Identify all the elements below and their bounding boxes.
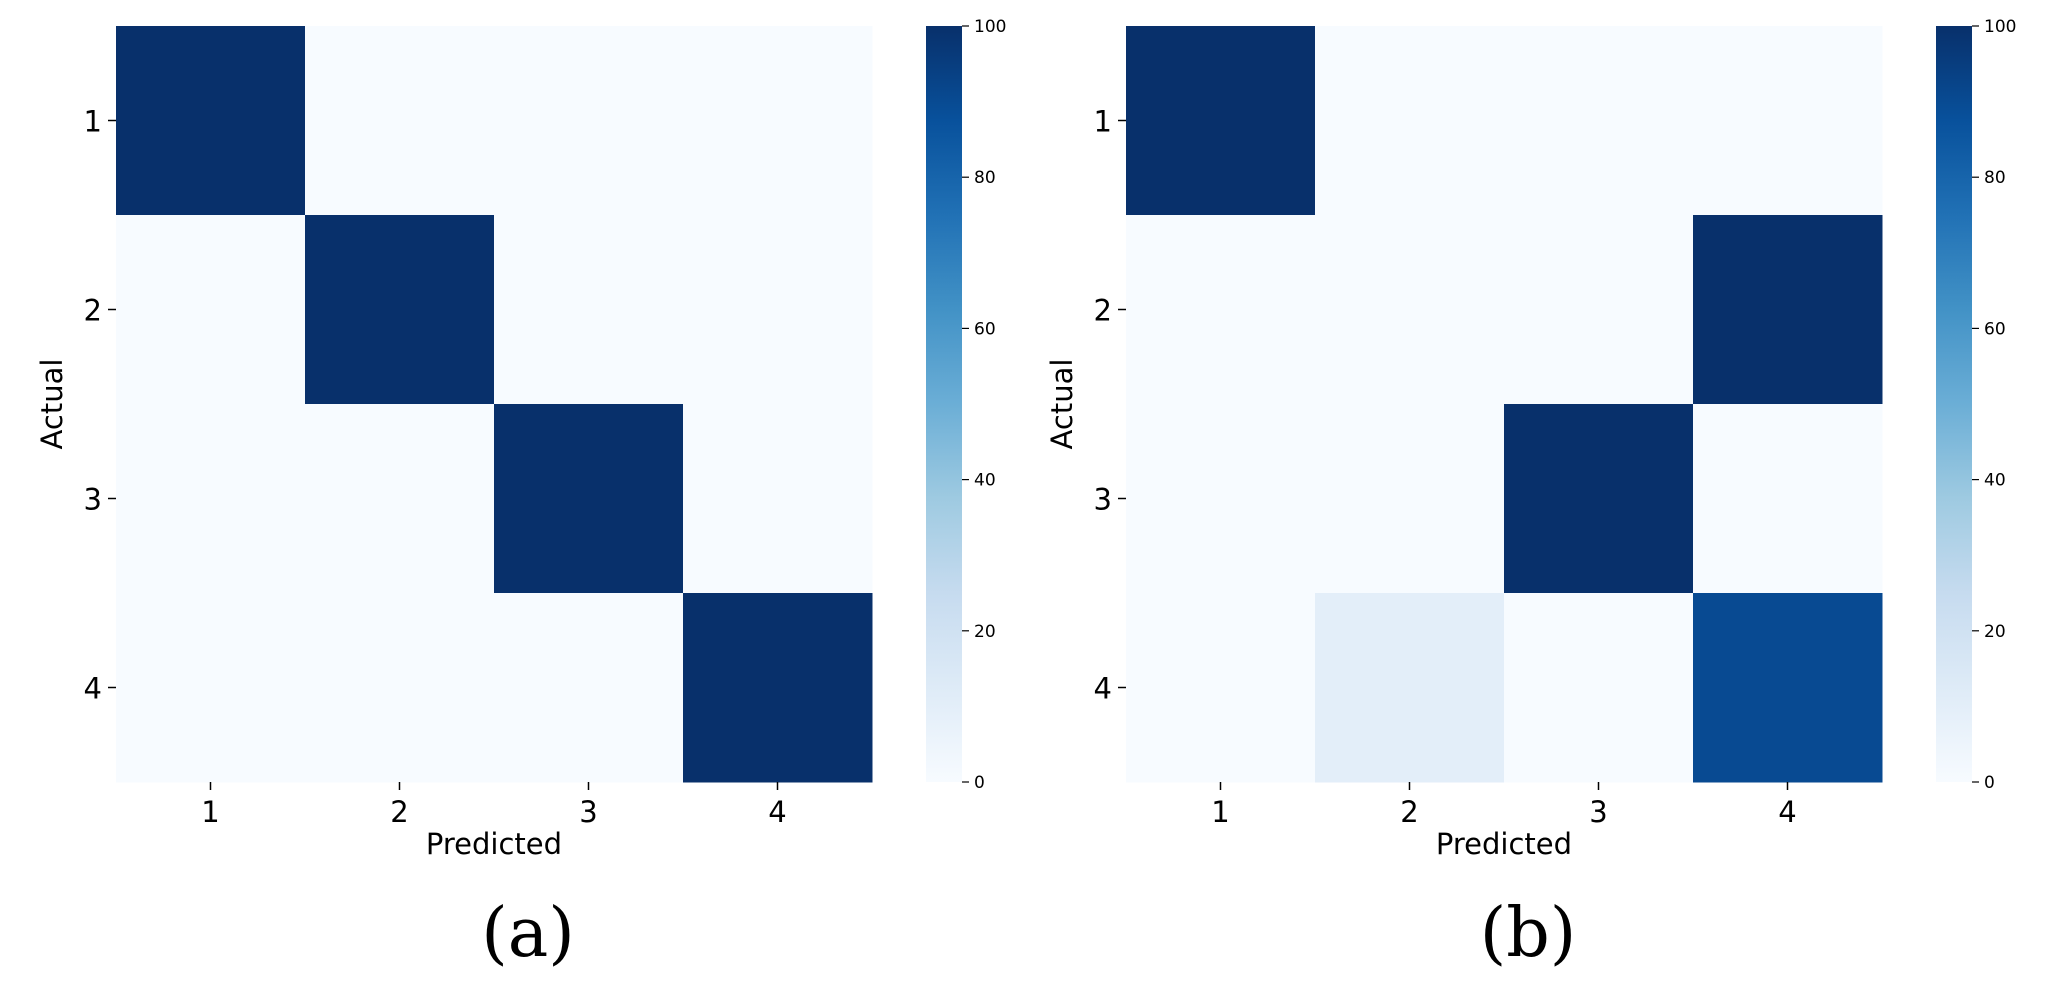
y-tick-label: 1 [84,105,102,139]
x-tick-label: 2 [390,795,408,829]
heatmap-cell-r3-c4 [1693,404,1883,594]
panel-caption-b: (b) [1479,894,1577,973]
y-tick-label: 2 [1094,294,1112,328]
colorbar-tick-label: 20 [974,622,996,642]
confusion-matrix-b: 1 2 3 4 1 2 3 4 Predicted Actual 0 20 40 60 80 100 [1045,17,2016,861]
y-axis-label: Actual [1045,359,1079,450]
heatmap-cell-r4-c1 [116,593,306,783]
heatmap-cell-r2-c3 [494,215,684,405]
x-axis-label: Predicted [426,827,562,861]
x-tick-label: 1 [201,795,219,829]
colorbar-tick-label: 100 [974,17,1006,37]
y-tick-label: 4 [84,672,102,706]
x-axis-label: Predicted [1436,827,1572,861]
heatmap-cell-r3-c2 [305,404,495,594]
y-tick-label: 2 [84,294,102,328]
heatmap-cell-r1-c2 [305,26,495,216]
x-tick-label: 3 [579,795,597,829]
heatmap-cell-r2-c4 [683,215,873,405]
colorbar-tick-label: 40 [974,471,996,491]
heatmap-cell-r3-c3 [1504,404,1694,594]
colorbar-tick-label: 40 [1984,471,2006,491]
x-tick-label: 1 [1211,795,1229,829]
y-tick-label: 1 [1094,105,1112,139]
colorbar-tick-label: 60 [1984,319,2006,339]
heatmap-cell-r2-c1 [116,215,306,405]
colorbar-tick-label: 80 [1984,168,2006,188]
heatmap-cell-r1-c4 [683,26,873,216]
heatmap-cell-r1-c3 [494,26,684,216]
colorbar [926,26,962,782]
colorbar-tick-label: 0 [1984,773,1995,793]
x-tick-label: 2 [1400,795,1418,829]
panel-caption-a: (a) [481,894,575,973]
heatmap-cell-r4-c4 [683,593,873,783]
heatmap-cell-r4-c2 [305,593,495,783]
x-tick-label: 4 [1778,795,1796,829]
heatmap-cell-r3-c3 [494,404,684,594]
heatmap-cell-r3-c1 [1126,404,1316,594]
heatmap-cell-r2-c1 [1126,215,1316,405]
heatmap-cell-r4-c2 [1315,593,1505,783]
colorbar-tick-label: 60 [974,319,996,339]
x-tick-label: 4 [768,795,786,829]
confusion-matrix-a: 1 2 3 4 1 2 3 4 Predicted Actual 0 20 40 60 80 100 [35,17,1006,861]
heatmap-cell-r4-c4 [1693,593,1883,783]
heatmap-cell-r1-c1 [116,26,306,216]
colorbar-tick-label: 0 [974,773,985,793]
heatmap-cell-r2-c4 [1693,215,1883,405]
y-tick-label: 3 [1094,483,1112,517]
heatmap-cell-r4-c3 [1504,593,1694,783]
colorbar-tick-label: 100 [1984,17,2016,37]
heatmap-cell-r4-c3 [494,593,684,783]
colorbar [1936,26,1972,782]
y-tick-label: 3 [84,483,102,517]
heatmap-cell-r3-c2 [1315,404,1505,594]
heatmap-cell-r1-c1 [1126,26,1316,216]
y-axis-label: Actual [35,359,69,450]
heatmap-cell-r4-c1 [1126,593,1316,783]
colorbar-tick-label: 80 [974,168,996,188]
heatmap-cell-r2-c2 [1315,215,1505,405]
y-tick-label: 4 [1094,672,1112,706]
heatmap-cell-r2-c2 [305,215,495,405]
colorbar-tick-label: 20 [1984,622,2006,642]
heatmap-cell-r1-c2 [1315,26,1505,216]
x-tick-label: 3 [1589,795,1607,829]
heatmap-cell-r3-c4 [683,404,873,594]
heatmap-cell-r1-c4 [1693,26,1883,216]
heatmap-cell-r3-c1 [116,404,306,594]
heatmap-cell-r2-c3 [1504,215,1694,405]
heatmap-cell-r1-c3 [1504,26,1694,216]
